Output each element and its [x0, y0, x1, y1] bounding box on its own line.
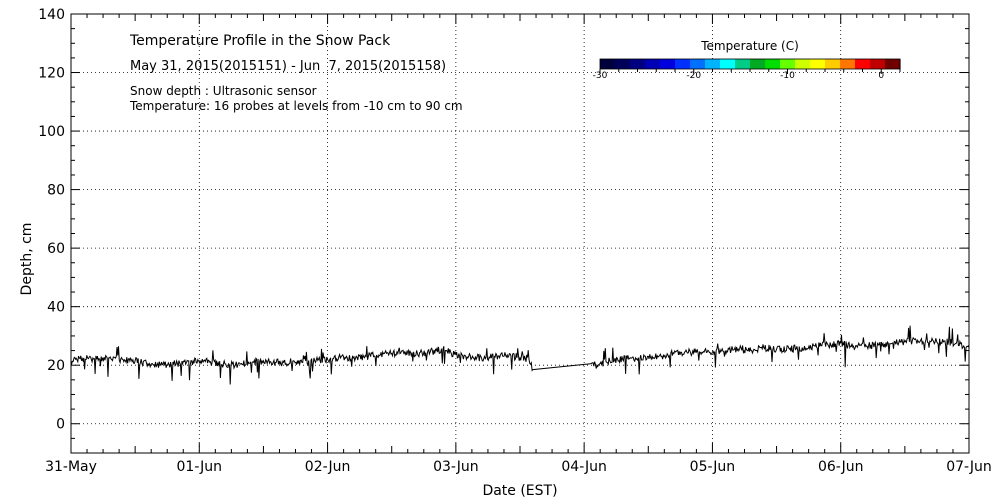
- snow-depth-line: [70, 325, 970, 385]
- x-tick-label: 06-Jun: [818, 459, 864, 475]
- y-tick-label: 60: [47, 241, 65, 257]
- y-axis-label: Depth, cm: [19, 223, 35, 296]
- y-tick-label: 20: [47, 358, 65, 374]
- colorbar-cell: [795, 59, 811, 69]
- plot-frame: [70, 13, 970, 454]
- x-tick-label: 04-Jun: [561, 459, 607, 475]
- colorbar-cell: [765, 59, 781, 69]
- y-tick-label: 80: [47, 183, 65, 199]
- grid-lines: [71, 14, 969, 453]
- colorbar-cell: [780, 59, 796, 69]
- colorbar-cell: [840, 59, 856, 69]
- note-snow-depth: Snow depth : Ultrasonic sensor: [130, 84, 317, 98]
- y-tick-label: 40: [47, 300, 65, 316]
- colorbar-tick-label: -20: [686, 71, 701, 81]
- colorbar-cell: [645, 59, 661, 69]
- colorbar-cell: [690, 59, 706, 69]
- y-tick-label: 120: [38, 66, 65, 82]
- colorbar-cell: [615, 59, 631, 69]
- temperature-colorbar: Temperature (C) -30 -20 -10 0: [593, 39, 901, 81]
- x-tick-label: 07-Jun: [946, 459, 992, 475]
- y-tick-label: 100: [38, 124, 65, 140]
- date-range: May 31, 2015(2015151) - Jun 7, 2015(2015…: [130, 59, 446, 74]
- colorbar-cell: [600, 59, 616, 69]
- colorbar-cell: [720, 59, 736, 69]
- tick-labels: 0 20 40 60 80 100 120 140 31-May 01-Jun 02-Jun 03-J…: [38, 7, 992, 475]
- colorbar-cell: [735, 59, 751, 69]
- x-tick-label: 01-Jun: [177, 459, 223, 475]
- colorbar-cell: [810, 59, 826, 69]
- colorbar-cell: [705, 59, 721, 69]
- colorbar-ticks: -30 -20 -10 0: [593, 69, 901, 81]
- colorbar-cells: [600, 59, 901, 69]
- x-tick-label: 03-Jun: [433, 459, 479, 475]
- chart-title: Temperature Profile in the Snow Pack: [129, 33, 391, 49]
- colorbar-tick-label: 0: [878, 71, 884, 81]
- colorbar-cell: [750, 59, 766, 69]
- y-tick-label: 0: [56, 417, 65, 433]
- x-axis-label: Date (EST): [482, 483, 557, 499]
- y-tick-label: 140: [38, 7, 65, 23]
- colorbar-cell: [660, 59, 676, 69]
- series-layer: [70, 325, 970, 385]
- colorbar-cell: [885, 59, 901, 69]
- colorbar-tick-label: -30: [593, 71, 608, 81]
- colorbar-title: Temperature (C): [700, 39, 799, 53]
- colorbar-tick-label: -10: [780, 71, 795, 81]
- x-tick-label: 05-Jun: [690, 459, 736, 475]
- colorbar-cell: [630, 59, 646, 69]
- x-tick-label: 31-May: [45, 459, 97, 475]
- x-tick-label: 02-Jun: [305, 459, 351, 475]
- colorbar-cell: [675, 59, 691, 69]
- colorbar-cell: [870, 59, 886, 69]
- colorbar-cell: [825, 59, 841, 69]
- axis-ticks: [70, 13, 970, 454]
- colorbar-cell: [855, 59, 871, 69]
- note-temperature-probes: Temperature: 16 probes at levels from -1…: [129, 99, 463, 113]
